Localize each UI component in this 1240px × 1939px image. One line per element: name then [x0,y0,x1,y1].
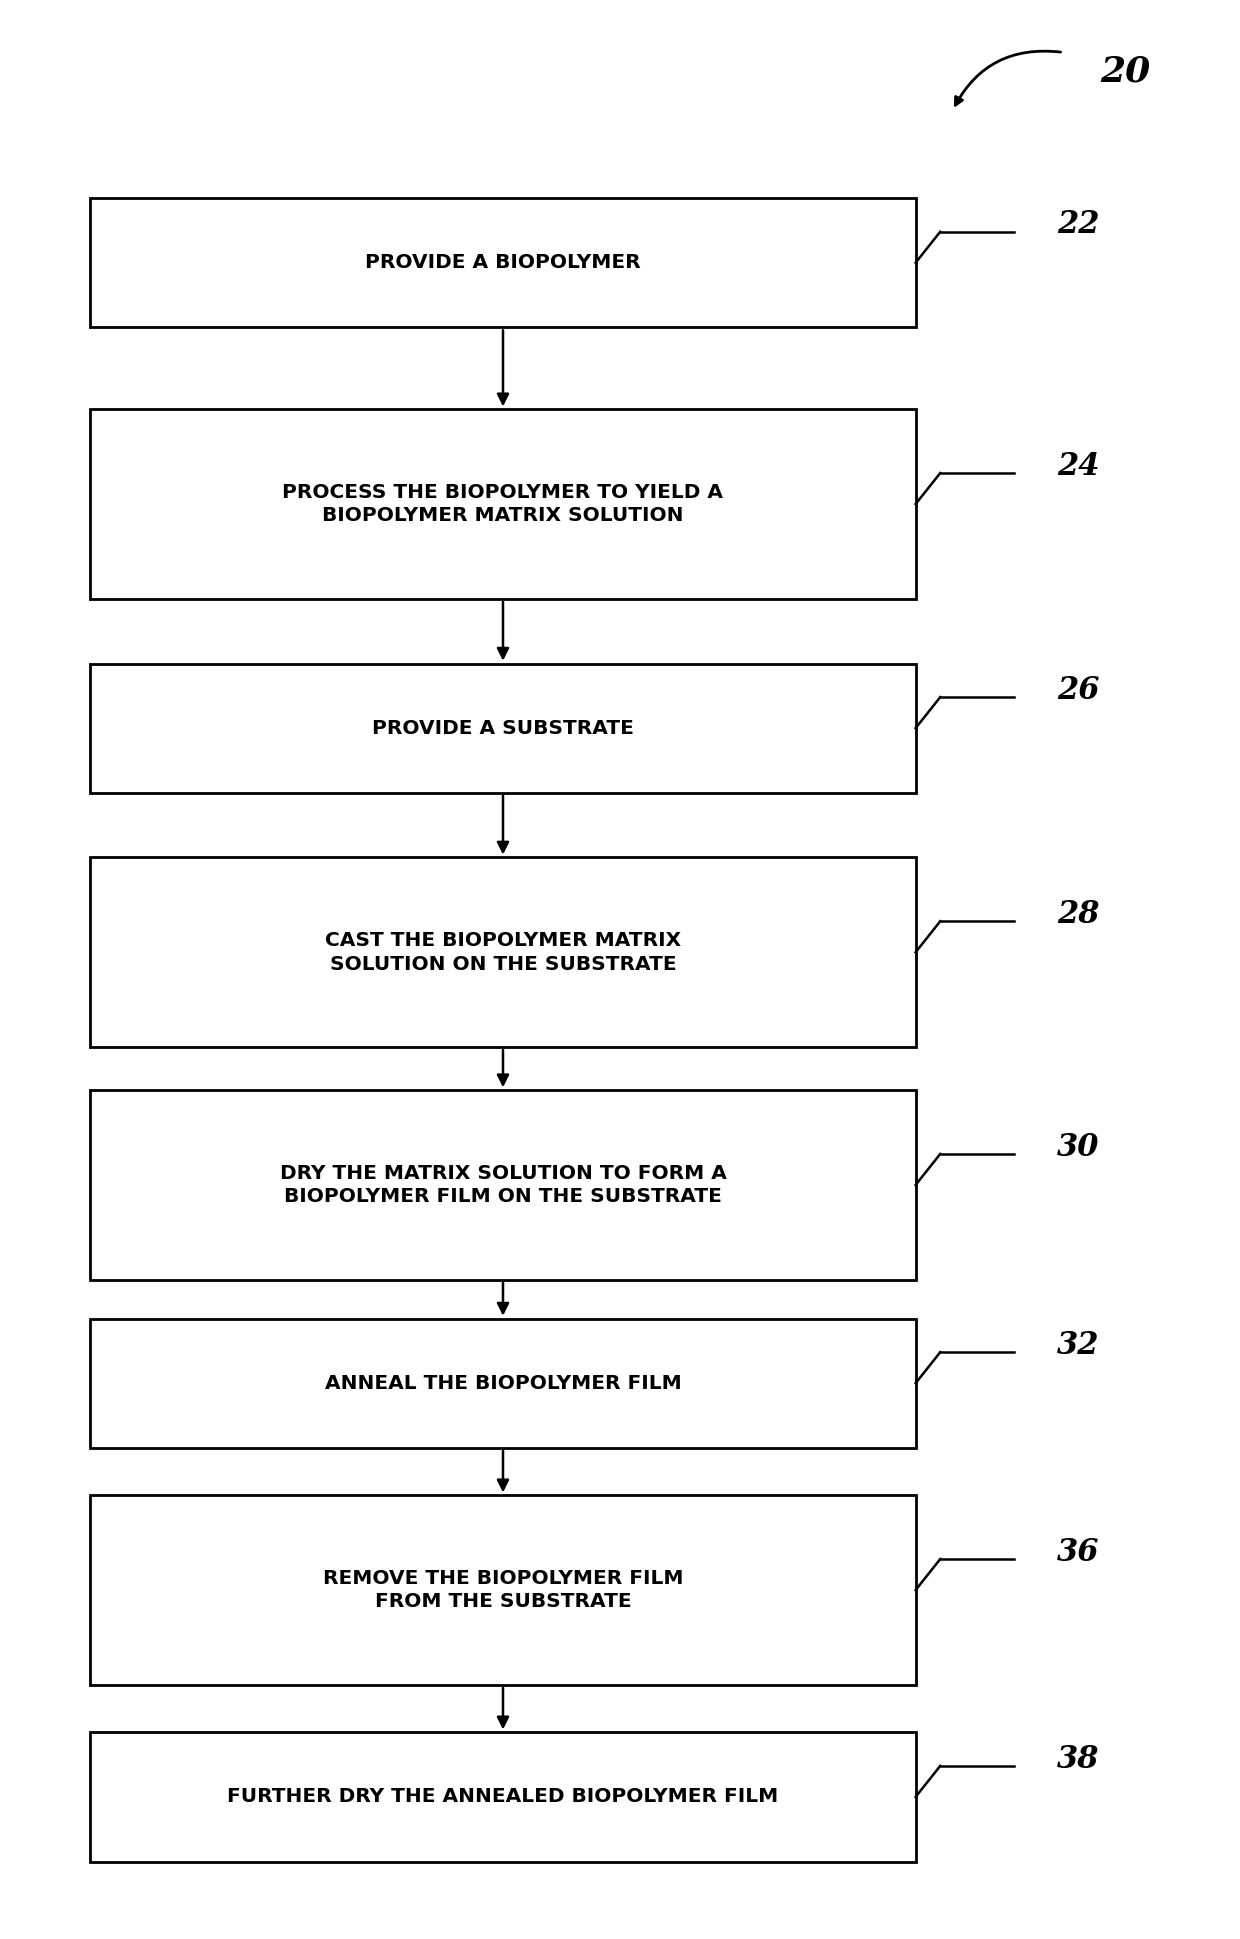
Text: 20: 20 [1100,54,1151,89]
Text: CAST THE BIOPOLYMER MATRIX
SOLUTION ON THE SUBSTRATE: CAST THE BIOPOLYMER MATRIX SOLUTION ON T… [325,931,681,973]
Text: PROVIDE A BIOPOLYMER: PROVIDE A BIOPOLYMER [365,254,641,271]
Text: 30: 30 [1058,1132,1100,1163]
Text: 32: 32 [1058,1330,1100,1361]
Bar [91,1732,915,1861]
Text: PROVIDE A SUBSTRATE: PROVIDE A SUBSTRATE [372,719,634,737]
Text: 36: 36 [1058,1536,1100,1567]
Bar [91,409,915,599]
Text: PROCESS THE BIOPOLYMER TO YIELD A
BIOPOLYMER MATRIX SOLUTION: PROCESS THE BIOPOLYMER TO YIELD A BIOPOL… [283,483,723,525]
Bar [91,1495,915,1685]
Text: DRY THE MATRIX SOLUTION TO FORM A
BIOPOLYMER FILM ON THE SUBSTRATE: DRY THE MATRIX SOLUTION TO FORM A BIOPOL… [279,1163,727,1206]
Text: 24: 24 [1058,450,1100,481]
Bar [91,1090,915,1280]
Bar [91,857,915,1047]
Text: REMOVE THE BIOPOLYMER FILM
FROM THE SUBSTRATE: REMOVE THE BIOPOLYMER FILM FROM THE SUBS… [322,1569,683,1611]
Text: ANNEAL THE BIOPOLYMER FILM: ANNEAL THE BIOPOLYMER FILM [325,1373,681,1392]
Bar [91,1319,915,1448]
Bar [91,663,915,793]
Text: 38: 38 [1058,1743,1100,1774]
Text: 28: 28 [1058,900,1100,931]
Text: 22: 22 [1058,209,1100,240]
Text: 26: 26 [1058,675,1100,706]
Bar [91,198,915,328]
Text: FURTHER DRY THE ANNEALED BIOPOLYMER FILM: FURTHER DRY THE ANNEALED BIOPOLYMER FILM [227,1788,779,1807]
